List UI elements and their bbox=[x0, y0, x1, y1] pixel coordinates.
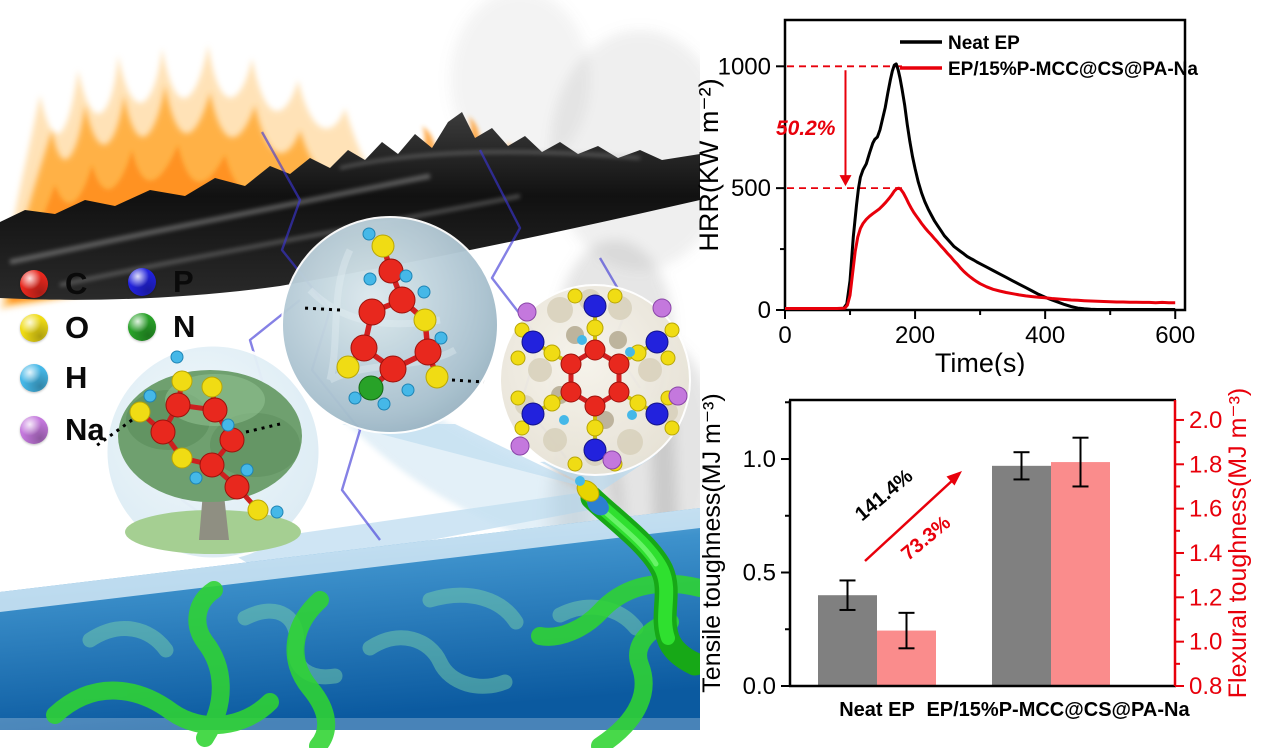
left-ticks bbox=[781, 401, 790, 687]
legend-item-P: P bbox=[128, 266, 194, 297]
phytate-molecule bbox=[510, 288, 688, 472]
svg-text:600: 600 bbox=[1155, 322, 1195, 349]
hrr-reduction-label: 50.2% bbox=[776, 117, 836, 140]
svg-text:1.2: 1.2 bbox=[1189, 584, 1222, 611]
hrr-y-axis-label: HRR(KW m⁻²) bbox=[694, 78, 724, 251]
sodium-atom-icon bbox=[20, 415, 48, 444]
hydrogen-atom-icon bbox=[20, 363, 48, 392]
legend-item-Na: Na bbox=[20, 414, 105, 445]
svg-text:1.4: 1.4 bbox=[1189, 540, 1222, 567]
increase-annotation: 141.4%73.3% bbox=[851, 465, 962, 565]
legend-entry-0: Neat EP bbox=[948, 33, 1020, 54]
bar-flexural-1 bbox=[1051, 462, 1110, 686]
right-tick-labels: 0.8 1.0 1.2 1.4 1.6 1.8 2.0 bbox=[1189, 407, 1222, 700]
chitosan-molecule bbox=[302, 227, 485, 411]
cellulose-molecule bbox=[95, 350, 284, 521]
svg-text:1.0: 1.0 bbox=[743, 446, 776, 473]
hrr-axis-ticks bbox=[776, 65, 1177, 319]
atom-legend: C P O N H Na bbox=[0, 0, 260, 445]
svg-text:1000: 1000 bbox=[718, 53, 771, 80]
err-flexural-0 bbox=[898, 611, 915, 650]
polymer-chain-highlight bbox=[575, 476, 700, 676]
legend-label-H: H bbox=[65, 360, 88, 395]
toughness-bar-chart: 0.0 0.5 1.0 0.8 1.0 1.2 1.4 1.6 1.8 2.0 Neat EP EP/… bbox=[698, 388, 1252, 721]
legend-label-N: N bbox=[173, 309, 196, 344]
carbon-atom-icon bbox=[20, 269, 48, 298]
tensile-increase-label: 141.4% bbox=[851, 465, 917, 526]
err-tensile-0 bbox=[839, 579, 856, 611]
svg-text:0: 0 bbox=[758, 297, 771, 324]
legend-item-N: N bbox=[128, 311, 195, 342]
category-label-0: Neat EP bbox=[839, 699, 915, 721]
svg-text:1.0: 1.0 bbox=[1189, 629, 1222, 656]
svg-text:400: 400 bbox=[1025, 322, 1065, 349]
hrr-tick-labels: 0 200 400 600 0 500 1000 bbox=[718, 53, 1196, 349]
hrr-plot-frame bbox=[783, 18, 1187, 312]
svg-text:1.6: 1.6 bbox=[1189, 496, 1222, 523]
svg-text:0: 0 bbox=[778, 322, 791, 349]
cellulose-tree-inset bbox=[95, 343, 322, 561]
svg-text:0.8: 0.8 bbox=[1189, 673, 1222, 700]
series-line-1 bbox=[785, 186, 1176, 310]
svg-text:0.5: 0.5 bbox=[743, 560, 776, 587]
series-line-0 bbox=[785, 62, 1176, 311]
legend-entry-1: EP/15%P-MCC@CS@PA-Na bbox=[948, 59, 1198, 80]
illustration-panel: C P O N H Na bbox=[0, 0, 700, 748]
hrr-reduction-annotation: 50.2% bbox=[776, 65, 906, 190]
oxygen-atom-icon bbox=[20, 313, 48, 342]
illustration-scene bbox=[0, 0, 700, 748]
hrr-legend: Neat EP EP/15%P-MCC@CS@PA-Na bbox=[900, 33, 1198, 80]
legend-item-H: H bbox=[20, 362, 87, 393]
bar-tensile-1 bbox=[992, 465, 1051, 686]
svg-text:1.8: 1.8 bbox=[1189, 451, 1222, 478]
err-tensile-1 bbox=[1013, 451, 1030, 481]
nitrogen-atom-icon bbox=[128, 312, 156, 341]
svg-text:2.0: 2.0 bbox=[1189, 407, 1222, 434]
legend-item-C: C bbox=[20, 268, 87, 299]
phosphorus-atom-icon bbox=[128, 267, 156, 296]
legend-label-O: O bbox=[65, 310, 90, 345]
svg-text:0.0: 0.0 bbox=[743, 673, 776, 700]
legend-label-Na: Na bbox=[65, 412, 105, 447]
right-ticks bbox=[1175, 418, 1184, 687]
legend-item-O: O bbox=[20, 312, 89, 343]
err-flexural-1 bbox=[1072, 436, 1089, 488]
water-surface bbox=[0, 508, 700, 730]
right-axis-label: Flexural toughness(MJ m⁻³) bbox=[1224, 388, 1252, 699]
chitosan-inset bbox=[281, 216, 499, 434]
legend-label-P: P bbox=[173, 264, 194, 299]
hrr-line-chart: 0 200 400 600 0 500 1000 Time(s) HRR(KW m⁻²) 50.2… bbox=[694, 18, 1198, 376]
left-tick-labels: 0.0 0.5 1.0 bbox=[743, 446, 776, 700]
svg-text:200: 200 bbox=[895, 322, 935, 349]
hrr-x-axis-label: Time(s) bbox=[935, 348, 1025, 376]
phytate-inset bbox=[499, 284, 691, 476]
svg-text:500: 500 bbox=[731, 175, 771, 202]
bars bbox=[818, 436, 1110, 686]
legend-label-C: C bbox=[65, 266, 88, 301]
category-label-1: EP/15%P-MCC@CS@PA-Na bbox=[926, 699, 1190, 721]
left-axis-label: Tensile toughness(MJ m⁻³) bbox=[698, 393, 726, 692]
flexural-increase-label: 73.3% bbox=[897, 512, 955, 565]
